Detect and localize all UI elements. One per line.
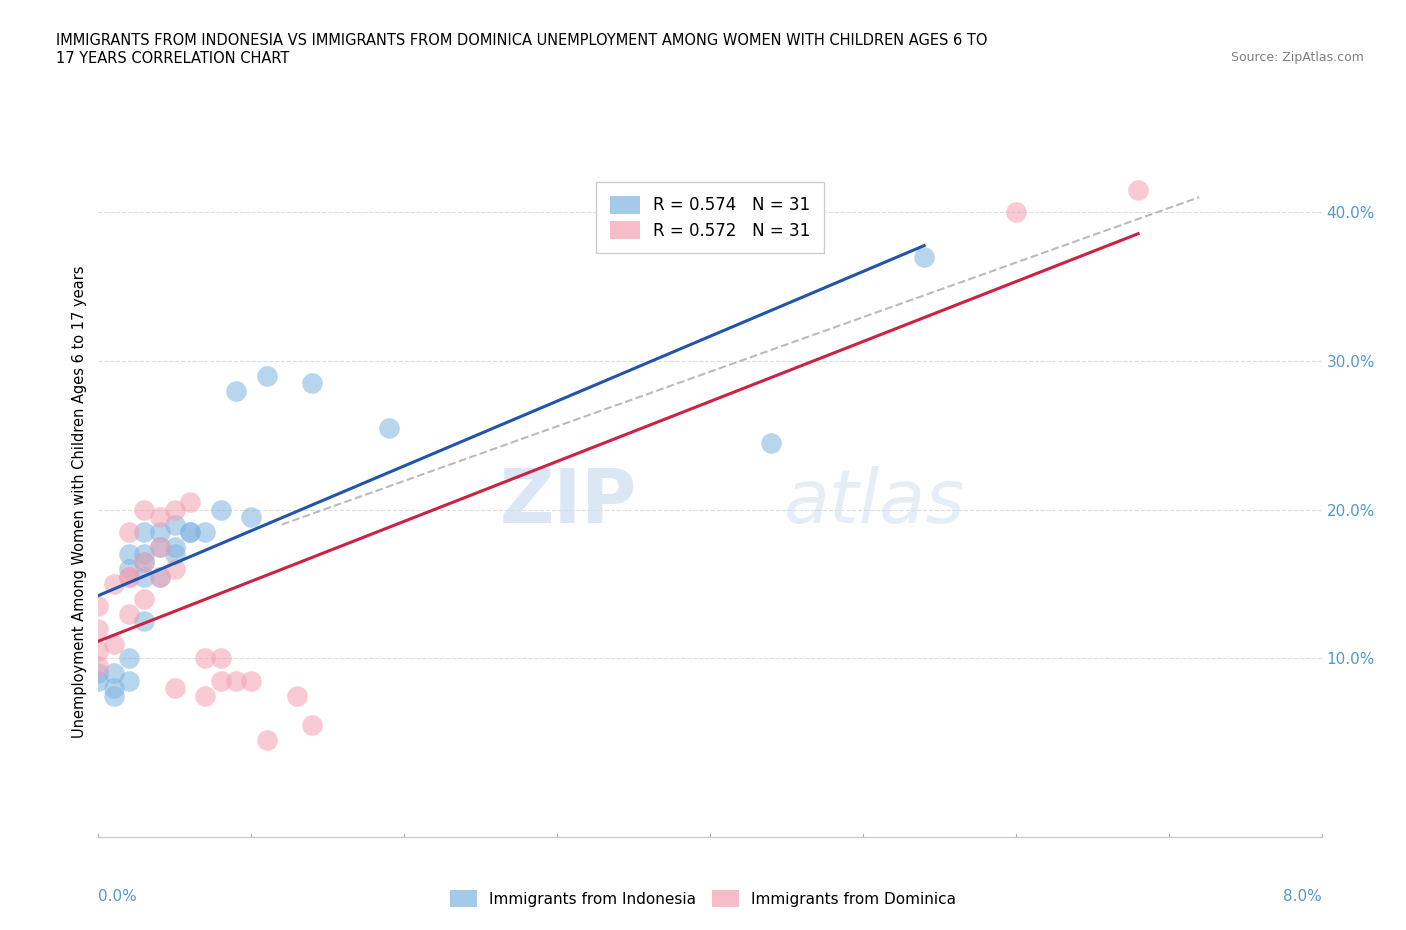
Point (149, 525, 172, 539)
Text: 8.0%: 8.0% (1282, 889, 1322, 904)
Point (209, 502, 232, 517)
Point (179, 525, 201, 539)
Point (134, 525, 156, 539)
Point (134, 569, 156, 584)
Text: 0.0%: 0.0% (98, 889, 138, 904)
Point (301, 376, 323, 391)
Point (134, 554, 156, 569)
Point (87, 666, 110, 681)
Point (87, 673, 110, 688)
Point (163, 502, 186, 517)
Point (378, 420, 401, 435)
Point (118, 606, 141, 621)
Point (134, 547, 156, 562)
Point (149, 569, 172, 584)
Point (163, 562, 186, 577)
Point (87, 658, 110, 673)
Point (240, 510, 263, 525)
Point (134, 554, 156, 569)
Point (194, 688, 217, 703)
Text: atlas: atlas (783, 466, 965, 538)
Text: Source: ZipAtlas.com: Source: ZipAtlas.com (1230, 51, 1364, 64)
Point (194, 651, 217, 666)
Legend: R = 0.574   N = 31, R = 0.572   N = 31: R = 0.574 N = 31, R = 0.572 N = 31 (596, 182, 824, 253)
Point (134, 591, 156, 606)
Point (256, 368, 278, 383)
Point (1128, 182, 1150, 197)
Point (240, 673, 263, 688)
Legend: Immigrants from Indonesia, Immigrants from Dominica: Immigrants from Indonesia, Immigrants fr… (443, 884, 963, 913)
Point (285, 688, 308, 703)
Point (118, 525, 141, 539)
Point (209, 673, 232, 688)
Point (163, 539, 186, 554)
Point (134, 614, 156, 629)
Text: ZIP: ZIP (499, 466, 637, 538)
Point (118, 673, 141, 688)
Point (759, 435, 782, 450)
Point (118, 651, 141, 666)
Point (103, 666, 125, 681)
Point (194, 525, 217, 539)
Point (87, 599, 110, 614)
Point (118, 562, 141, 577)
Point (209, 651, 232, 666)
Point (225, 673, 247, 688)
Text: IMMIGRANTS FROM INDONESIA VS IMMIGRANTS FROM DOMINICA UNEMPLOYMENT AMONG WOMEN W: IMMIGRANTS FROM INDONESIA VS IMMIGRANTS … (56, 33, 988, 47)
Point (256, 733, 278, 748)
Point (163, 547, 186, 562)
Point (1004, 205, 1026, 219)
Y-axis label: Unemployment Among Women with Children Ages 6 to 17 years: Unemployment Among Women with Children A… (72, 266, 87, 738)
Point (163, 517, 186, 532)
Point (149, 510, 172, 525)
Point (163, 681, 186, 696)
Point (225, 383, 247, 398)
Point (149, 569, 172, 584)
Point (912, 249, 935, 264)
Point (118, 569, 141, 584)
Point (301, 718, 323, 733)
Point (87, 644, 110, 658)
Text: 17 YEARS CORRELATION CHART: 17 YEARS CORRELATION CHART (56, 51, 290, 66)
Point (103, 577, 125, 591)
Point (134, 502, 156, 517)
Point (179, 495, 201, 510)
Point (149, 539, 172, 554)
Point (87, 621, 110, 636)
Point (103, 688, 125, 703)
Point (118, 547, 141, 562)
Point (103, 681, 125, 696)
Point (118, 569, 141, 584)
Point (103, 636, 125, 651)
Point (149, 539, 172, 554)
Point (179, 525, 201, 539)
